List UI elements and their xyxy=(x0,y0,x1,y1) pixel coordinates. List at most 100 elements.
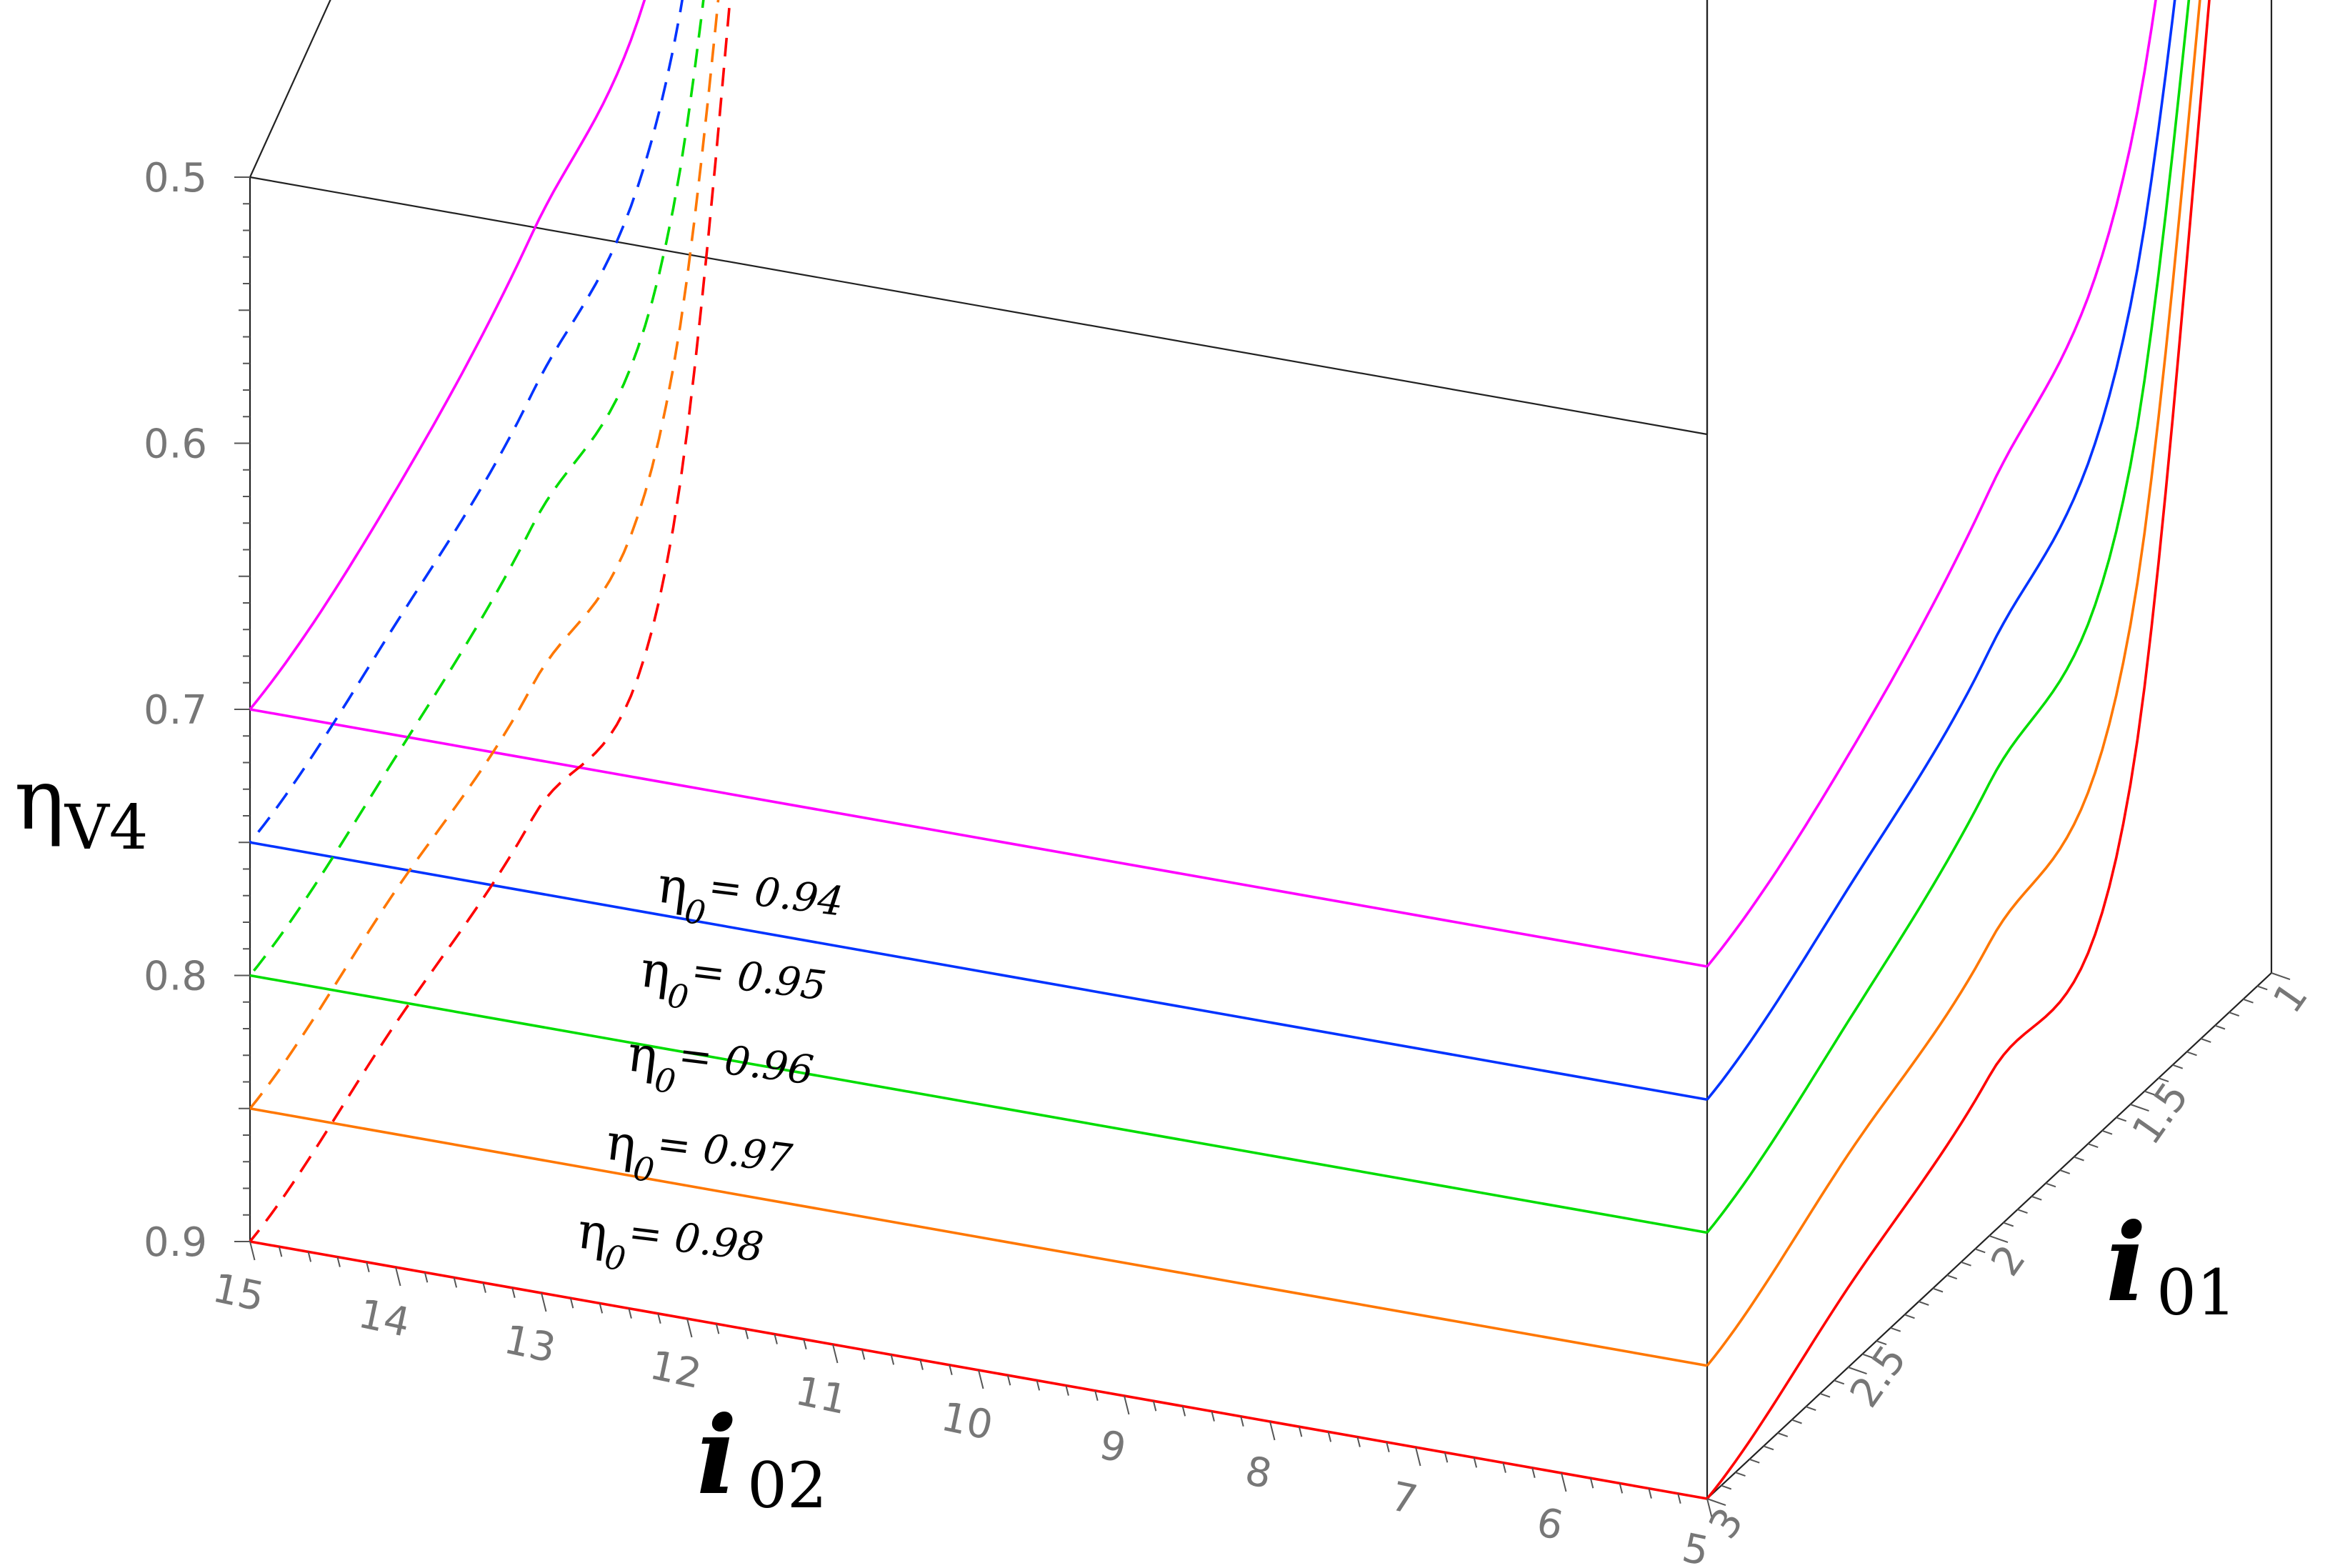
y-tick-mark xyxy=(1834,1379,1845,1385)
x-tick-mark xyxy=(1561,1472,1567,1492)
series-curve-i02-5 xyxy=(1706,0,2211,1500)
x-tick-label: 8 xyxy=(1241,1447,1276,1498)
x-tick-mark xyxy=(861,1349,866,1360)
y-tick-mark xyxy=(1735,1472,1746,1477)
y-tick-label: 2.5 xyxy=(1841,1337,1916,1416)
x-tick-mark xyxy=(686,1318,693,1338)
x-tick-mark xyxy=(1415,1447,1421,1467)
z-axis-title-sub: V4 xyxy=(64,792,149,864)
y-tick-mark xyxy=(1989,1235,2009,1244)
y-tick-label: 1.5 xyxy=(2124,1074,2198,1153)
y-tick-mark xyxy=(1961,1261,1971,1267)
x-tick-mark xyxy=(1298,1426,1303,1437)
y-tick-mark xyxy=(2003,1222,2014,1227)
x-tick-mark xyxy=(774,1334,778,1344)
x-tick-label: 14 xyxy=(354,1291,414,1347)
x-tick-mark xyxy=(949,1364,953,1376)
x-tick-mark xyxy=(1240,1416,1244,1427)
y-tick-mark xyxy=(2144,1090,2155,1096)
x-tick-label: 15 xyxy=(209,1265,268,1321)
x-tick-mark xyxy=(1269,1421,1276,1441)
series-curve-i02-15 xyxy=(249,0,720,1109)
y-axis-title-sub: 01 xyxy=(2156,1256,2236,1329)
x-tick-label: 7 xyxy=(1387,1473,1421,1524)
series-curve-i02-5 xyxy=(1706,0,2201,1367)
x-tick-mark xyxy=(1444,1452,1449,1463)
x-axis-title-sub: 02 xyxy=(747,1449,827,1522)
x-tick-mark xyxy=(1006,1374,1011,1386)
series-curve-i02-5 xyxy=(1706,0,2157,968)
x-tick-mark xyxy=(1094,1390,1099,1402)
y-tick-label: 1 xyxy=(2264,974,2317,1022)
y-tick-mark xyxy=(1763,1445,1774,1451)
x-tick-mark xyxy=(1386,1442,1390,1453)
x-tick-mark xyxy=(1706,1498,1713,1518)
x-tick-mark xyxy=(1124,1395,1130,1415)
x-tick-mark xyxy=(1327,1432,1332,1442)
y-tick-mark xyxy=(1876,1340,1887,1346)
y-tick-mark xyxy=(2101,1129,2113,1135)
series-0.98 xyxy=(249,0,2211,1500)
x-tick-mark xyxy=(1531,1467,1536,1479)
x-tick-mark xyxy=(1036,1380,1041,1391)
x-tick-mark xyxy=(569,1297,574,1309)
y-tick-mark xyxy=(1861,1353,1873,1359)
x-tick-label: 12 xyxy=(646,1342,705,1398)
x-tick-mark xyxy=(307,1252,312,1262)
y-tick-mark xyxy=(1946,1274,1958,1280)
y-tick-mark xyxy=(2243,998,2254,1004)
x-tick-label: 13 xyxy=(500,1317,559,1372)
y-tick-mark xyxy=(1819,1392,1831,1398)
x-tick-mark xyxy=(336,1257,341,1267)
x-tick-label: 9 xyxy=(1096,1422,1130,1472)
x-tick-mark xyxy=(1211,1411,1215,1422)
series-label: η0= 0.96 xyxy=(623,1024,816,1117)
x-tick-mark xyxy=(1648,1488,1652,1499)
series-curve-i02-5 xyxy=(1706,0,2176,1101)
x-tick-mark xyxy=(1619,1483,1624,1494)
series-label: η0= 0.98 xyxy=(573,1201,766,1294)
series-line-i01-3 xyxy=(249,841,1708,1102)
y-tick-mark xyxy=(2130,1104,2149,1112)
bounding-box xyxy=(249,0,2273,1500)
series-curve-i02-15 xyxy=(249,0,731,1243)
series-label: η0= 0.97 xyxy=(601,1112,795,1206)
z-axis-title: ηV4 xyxy=(14,750,149,864)
y-tick-mark xyxy=(2087,1143,2099,1149)
x-tick-mark xyxy=(1356,1437,1361,1447)
y-tick-mark xyxy=(1904,1314,1915,1319)
series-line-i01-3 xyxy=(249,708,1708,968)
box-edge xyxy=(249,0,331,178)
y-tick-mark xyxy=(1721,1484,1732,1490)
x-tick-mark xyxy=(1181,1406,1186,1417)
x-tick-mark xyxy=(424,1272,429,1283)
x-tick-mark xyxy=(395,1267,401,1287)
series-0.96 xyxy=(249,0,2191,1234)
x-tick-mark xyxy=(1065,1385,1069,1396)
y-tick-mark xyxy=(1918,1301,1929,1306)
series-0.95 xyxy=(249,0,2176,1102)
y-tick-mark xyxy=(2158,1077,2169,1083)
y-tick-mark xyxy=(1706,1498,1726,1507)
series-curve-i02-15 xyxy=(249,0,705,977)
y-tick-mark xyxy=(1749,1458,1760,1464)
y-tick-label: 2 xyxy=(1982,1237,2035,1284)
x-tick-label: 5 xyxy=(1679,1524,1713,1568)
y-tick-mark xyxy=(2271,972,2291,981)
x-tick-mark xyxy=(453,1277,458,1288)
z-tick-label: 0.7 xyxy=(144,687,207,734)
series-label: η0= 0.94 xyxy=(653,855,846,949)
series-curve-i02-5 xyxy=(1706,0,2191,1234)
x-tick-mark xyxy=(657,1313,661,1324)
y-tick-mark xyxy=(2031,1195,2042,1201)
z-tick-label: 0.8 xyxy=(144,954,207,1000)
y-tick-mark xyxy=(2074,1156,2084,1162)
y-tick-mark xyxy=(2059,1169,2071,1174)
series-curve-i02-15 xyxy=(249,0,684,844)
box-edge xyxy=(249,176,1708,436)
x-tick-mark xyxy=(1502,1462,1506,1473)
x-tick-mark xyxy=(599,1303,604,1314)
x-tick-mark xyxy=(628,1308,632,1319)
axis-ticks: 0.5 0.6 0.7 0.8 0.915 14 13 12 11 10 9 8 7 6 5 1 1.5 2 2.5… xyxy=(144,155,2317,1568)
